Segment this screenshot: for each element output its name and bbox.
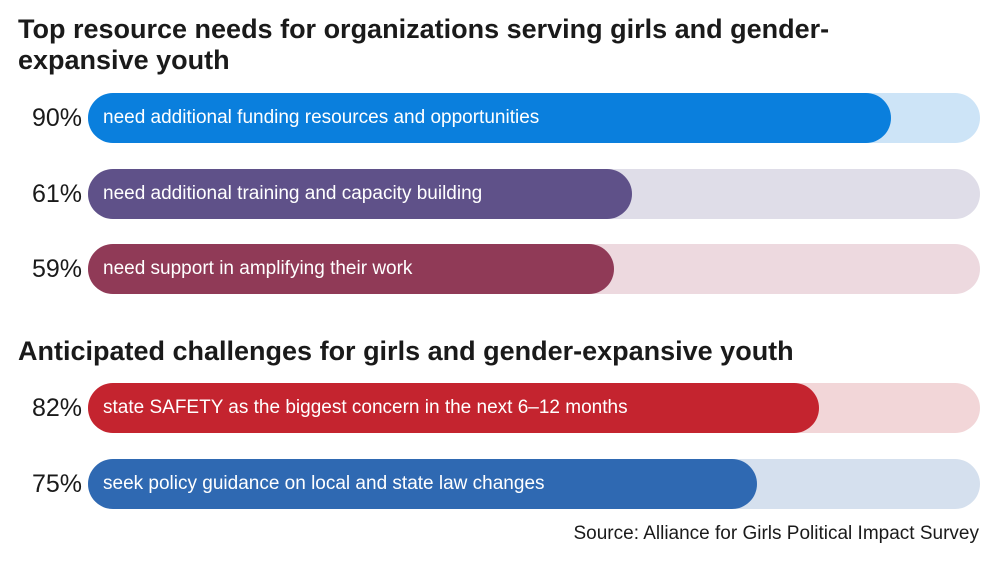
- bar-value-label: 61%: [31, 180, 82, 208]
- bar-safety: [88, 383, 819, 433]
- bar-value-label: 75%: [31, 470, 82, 498]
- bar-value-label: 59%: [31, 255, 82, 283]
- bar-policy: [88, 459, 757, 509]
- bar-row-policy: 75% seek policy guidance on local and st…: [0, 459, 1000, 509]
- bar-category-label: need additional funding resources and op…: [103, 107, 540, 128]
- bar-value-label: 90%: [31, 104, 82, 132]
- bar-funding: [88, 93, 891, 143]
- bar-category-label: seek policy guidance on local and state …: [103, 473, 545, 494]
- chart-title-challenges: Anticipated challenges for girls and gen…: [18, 336, 794, 366]
- bar-row-funding: 90% need additional funding resources an…: [0, 93, 1000, 143]
- bar-category-label: state SAFETY as the biggest concern in t…: [103, 397, 628, 418]
- source-note: Source: Alliance for Girls Political Imp…: [573, 523, 980, 544]
- bar-value-label: 82%: [31, 394, 82, 422]
- bar-amplifying: [88, 244, 614, 294]
- bar-row-safety: 82% state SAFETY as the biggest concern …: [0, 383, 1000, 433]
- bar-category-label: need additional training and capacity bu…: [103, 183, 483, 204]
- chart-title-resource-needs: Top resource needs for organizations ser…: [18, 14, 830, 75]
- bar-training: [88, 169, 632, 219]
- bar-row-training: 61% need additional training and capacit…: [0, 169, 1000, 219]
- bar-category-label: need support in amplifying their work: [103, 258, 413, 279]
- bar-row-amplifying: 59% need support in amplifying their wor…: [0, 244, 1000, 294]
